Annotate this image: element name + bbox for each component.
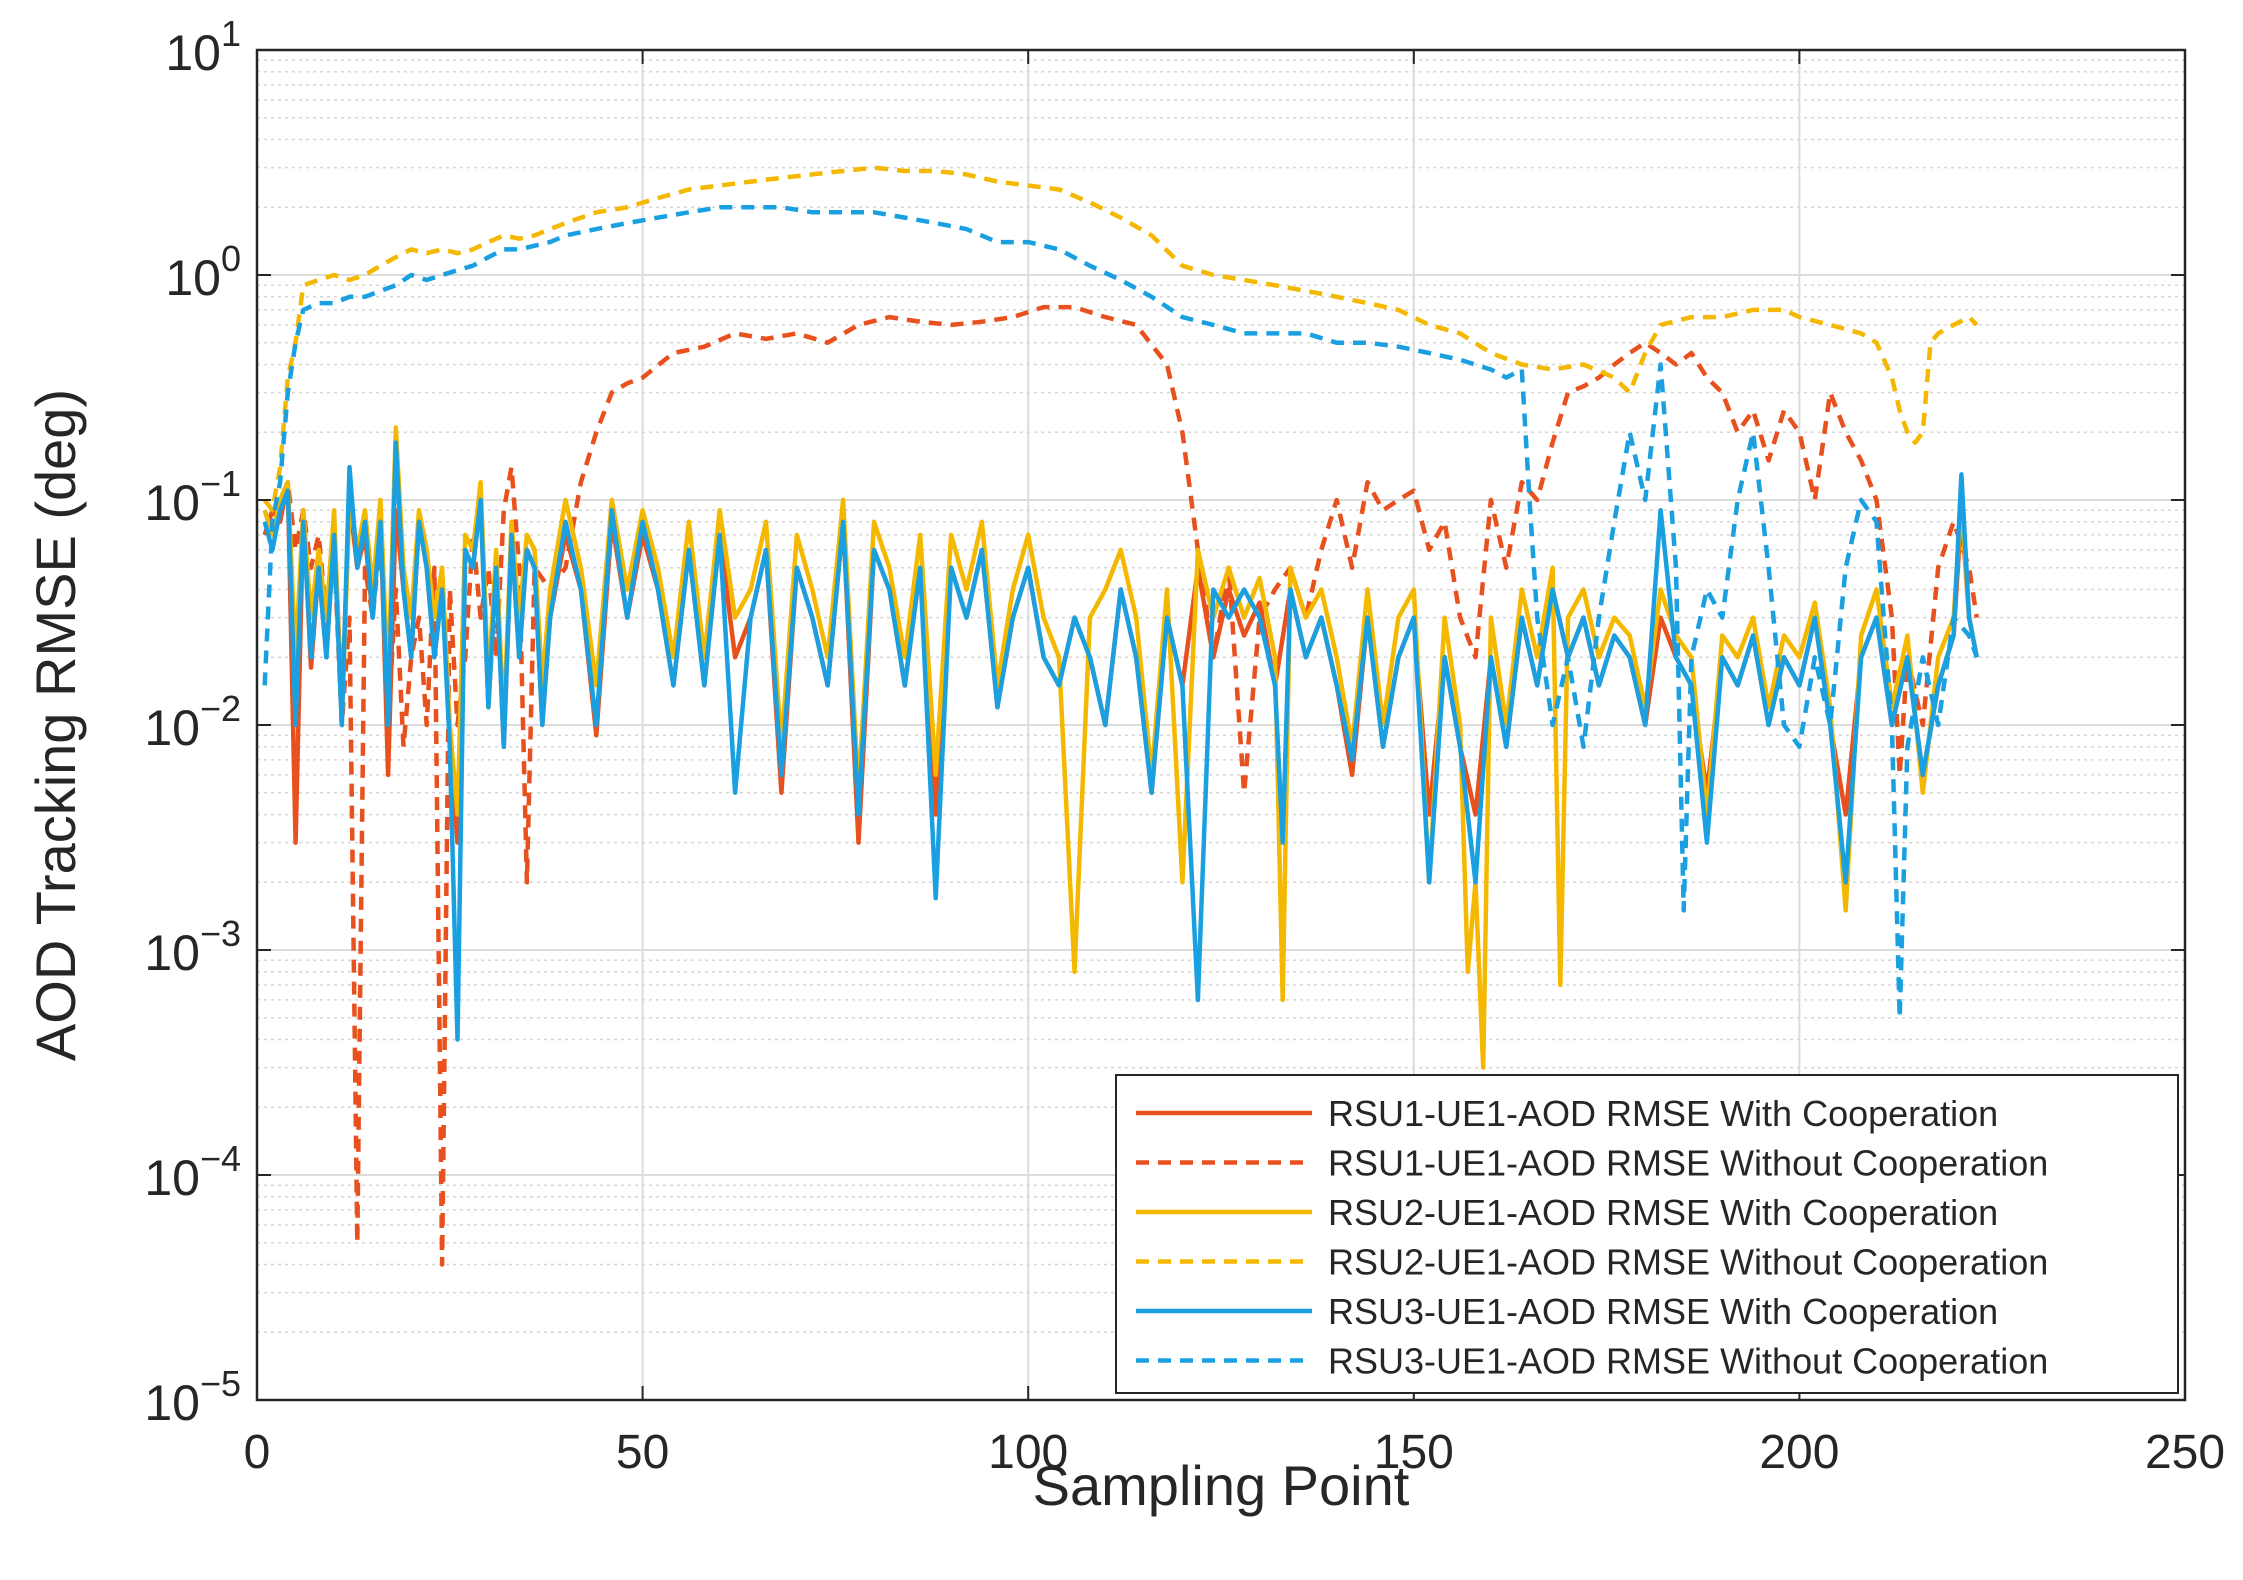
y-tick-label: 10−3	[144, 913, 241, 981]
y-tick-label-base: 10	[165, 250, 221, 306]
x-tick-label: 250	[2145, 1426, 2225, 1479]
legend-label-5: RSU3-UE1-AOD RMSE With Cooperation	[1328, 1291, 1998, 1332]
y-tick-label: 10−1	[144, 463, 241, 531]
y-tick-label-exponent: −5	[200, 1363, 241, 1404]
y-axis-label: AOD Tracking RMSE (deg)	[24, 389, 87, 1061]
legend-label-2: RSU1-UE1-AOD RMSE Without Cooperation	[1328, 1143, 2048, 1184]
y-tick-label: 10−5	[144, 1363, 241, 1431]
y-tick-label-base: 10	[144, 925, 200, 981]
series-layer	[262, 165, 1980, 1267]
x-tick-label: 0	[244, 1426, 271, 1479]
y-tick-label: 10−4	[144, 1138, 241, 1206]
y-tick-label-exponent: 0	[221, 238, 241, 279]
y-tick-label-base: 10	[165, 25, 221, 81]
y-tick-label: 10−2	[144, 688, 241, 756]
x-tick-label: 150	[1374, 1426, 1454, 1479]
y-tick-label-exponent: −3	[200, 913, 241, 954]
legend-label-4: RSU2-UE1-AOD RMSE Without Cooperation	[1328, 1242, 2048, 1283]
legend-box	[1115, 1074, 2179, 1394]
x-tick-label: 50	[616, 1426, 669, 1479]
x-axis-label: Sampling Point	[1033, 1454, 1410, 1517]
ticks: 0 50 100 150 200 25010110010−110−210−310−410−…	[144, 13, 2225, 1479]
legend: RSU1-UE1-AOD RMSE With Cooperation RSU1-U…	[1115, 1074, 2179, 1394]
series-line-6	[262, 205, 1979, 1020]
legend-label-1: RSU1-UE1-AOD RMSE With Cooperation	[1328, 1093, 1998, 1134]
series-line-4	[262, 165, 1979, 513]
y-tick-label-base: 10	[144, 475, 200, 531]
series-line-2	[262, 304, 1980, 1267]
x-tick-label: 200	[1759, 1426, 1839, 1479]
legend-label-6: RSU3-UE1-AOD RMSE Without Cooperation	[1328, 1341, 2048, 1382]
y-tick-label-exponent: −4	[200, 1138, 241, 1179]
legend-label-3: RSU2-UE1-AOD RMSE With Cooperation	[1328, 1192, 1998, 1233]
y-tick-label-exponent: −1	[200, 463, 241, 504]
y-tick-label-exponent: 1	[221, 13, 241, 54]
y-tick-label-base: 10	[144, 1150, 200, 1206]
y-tick-label-base: 10	[144, 700, 200, 756]
series-line-5	[262, 440, 1980, 1042]
y-tick-label-base: 10	[144, 1375, 200, 1431]
y-tick-label: 100	[165, 238, 241, 306]
y-tick-label: 101	[165, 13, 241, 81]
x-tick-label: 100	[988, 1426, 1068, 1479]
y-tick-label-exponent: −2	[200, 688, 241, 729]
